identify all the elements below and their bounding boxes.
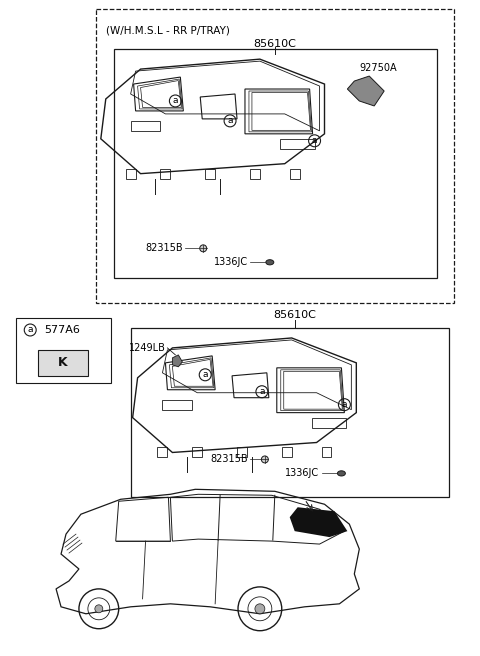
Circle shape [255, 604, 265, 614]
Bar [16, 318, 111, 382]
Circle shape [262, 456, 268, 463]
Bar [114, 49, 437, 278]
Text: a: a [203, 370, 208, 379]
Text: 82315B: 82315B [146, 243, 183, 253]
Text: 1336JC: 1336JC [286, 468, 320, 478]
Bar [96, 9, 454, 303]
Text: (W/H.M.S.L - RR P/TRAY): (W/H.M.S.L - RR P/TRAY) [106, 26, 229, 35]
Polygon shape [38, 350, 88, 376]
Text: 1249LB: 1249LB [129, 343, 166, 353]
Polygon shape [290, 507, 348, 537]
Text: a: a [228, 116, 233, 125]
Polygon shape [172, 355, 182, 367]
Text: a: a [27, 325, 33, 335]
Text: a: a [312, 136, 317, 145]
Text: 85610C: 85610C [253, 39, 296, 49]
Text: 1336JC: 1336JC [214, 257, 248, 267]
Text: a: a [342, 400, 347, 409]
Circle shape [95, 605, 103, 613]
Ellipse shape [337, 471, 346, 476]
Text: K: K [58, 356, 68, 369]
Text: 577A6: 577A6 [44, 325, 80, 335]
Ellipse shape [266, 260, 274, 265]
Text: a: a [173, 96, 178, 106]
Text: a: a [259, 387, 264, 396]
Text: 82315B: 82315B [210, 455, 248, 464]
Circle shape [200, 245, 207, 252]
Polygon shape [348, 76, 384, 106]
Text: 85610C: 85610C [273, 310, 316, 320]
Bar [131, 328, 449, 497]
Text: 92750A: 92750A [360, 63, 397, 73]
